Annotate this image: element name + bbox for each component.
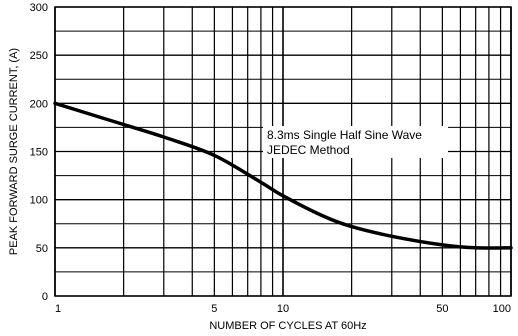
- y-axis-label: PEAK FORWARD SURGE CURRENT, (A): [8, 48, 20, 255]
- x-tick-label: 1: [55, 303, 61, 315]
- annotation-background: [263, 126, 448, 158]
- series: [53, 101, 513, 250]
- y-tick-label: 100: [30, 195, 48, 207]
- annotation-line-2: JEDEC Method: [267, 143, 350, 157]
- x-tick-label: 5: [211, 303, 217, 315]
- y-tick-label: 150: [30, 147, 48, 159]
- plot-frame: [54, 6, 512, 297]
- y-tick-label: 50: [36, 243, 48, 255]
- x-tick-labels: 1 5 10 50 100: [55, 303, 511, 315]
- x-tick-label: 100: [493, 303, 511, 315]
- x-axis-label: NUMBER OF CYCLES AT 60Hz: [209, 320, 366, 332]
- y-tick-label: 200: [30, 98, 48, 110]
- series-line: [53, 101, 513, 250]
- y-tick-labels: 0 50 100 150 200 250 300: [30, 2, 48, 303]
- x-tick-label: 50: [436, 303, 448, 315]
- y-tick-label: 0: [42, 291, 48, 303]
- y-tick-label: 300: [30, 2, 48, 14]
- x-tick-label: 10: [277, 303, 289, 315]
- y-tick-label: 250: [30, 50, 48, 62]
- annotation-line-1: 8.3ms Single Half Sine Wave: [267, 128, 422, 142]
